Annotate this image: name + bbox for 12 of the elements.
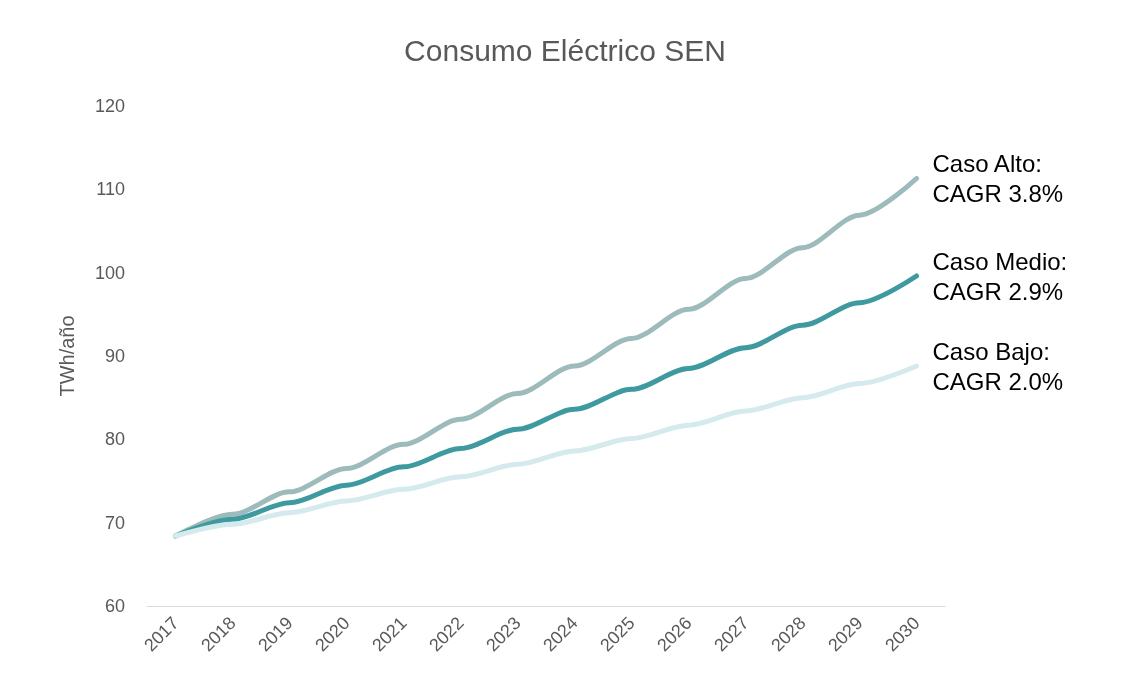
y-tick-label: 120 [94, 96, 125, 116]
y-tick-label: 90 [104, 346, 125, 366]
y-tick-label: 80 [104, 429, 125, 450]
y-tick-label: 60 [104, 596, 125, 616]
y-axis-title: TWh/año [56, 315, 78, 397]
series-label: Caso Bajo: CAGR 2.0% [932, 337, 1064, 395]
series-label: Caso Alto: CAGR 3.8% [932, 150, 1064, 207]
y-tick-label: 70 [104, 512, 125, 533]
series-label: Caso Medio: CAGR 2.9% [932, 247, 1074, 305]
chart-title: Consumo Eléctrico SEN [404, 33, 726, 67]
y-tick-label: 100 [94, 262, 125, 283]
y-tick-label: 110 [96, 179, 125, 200]
